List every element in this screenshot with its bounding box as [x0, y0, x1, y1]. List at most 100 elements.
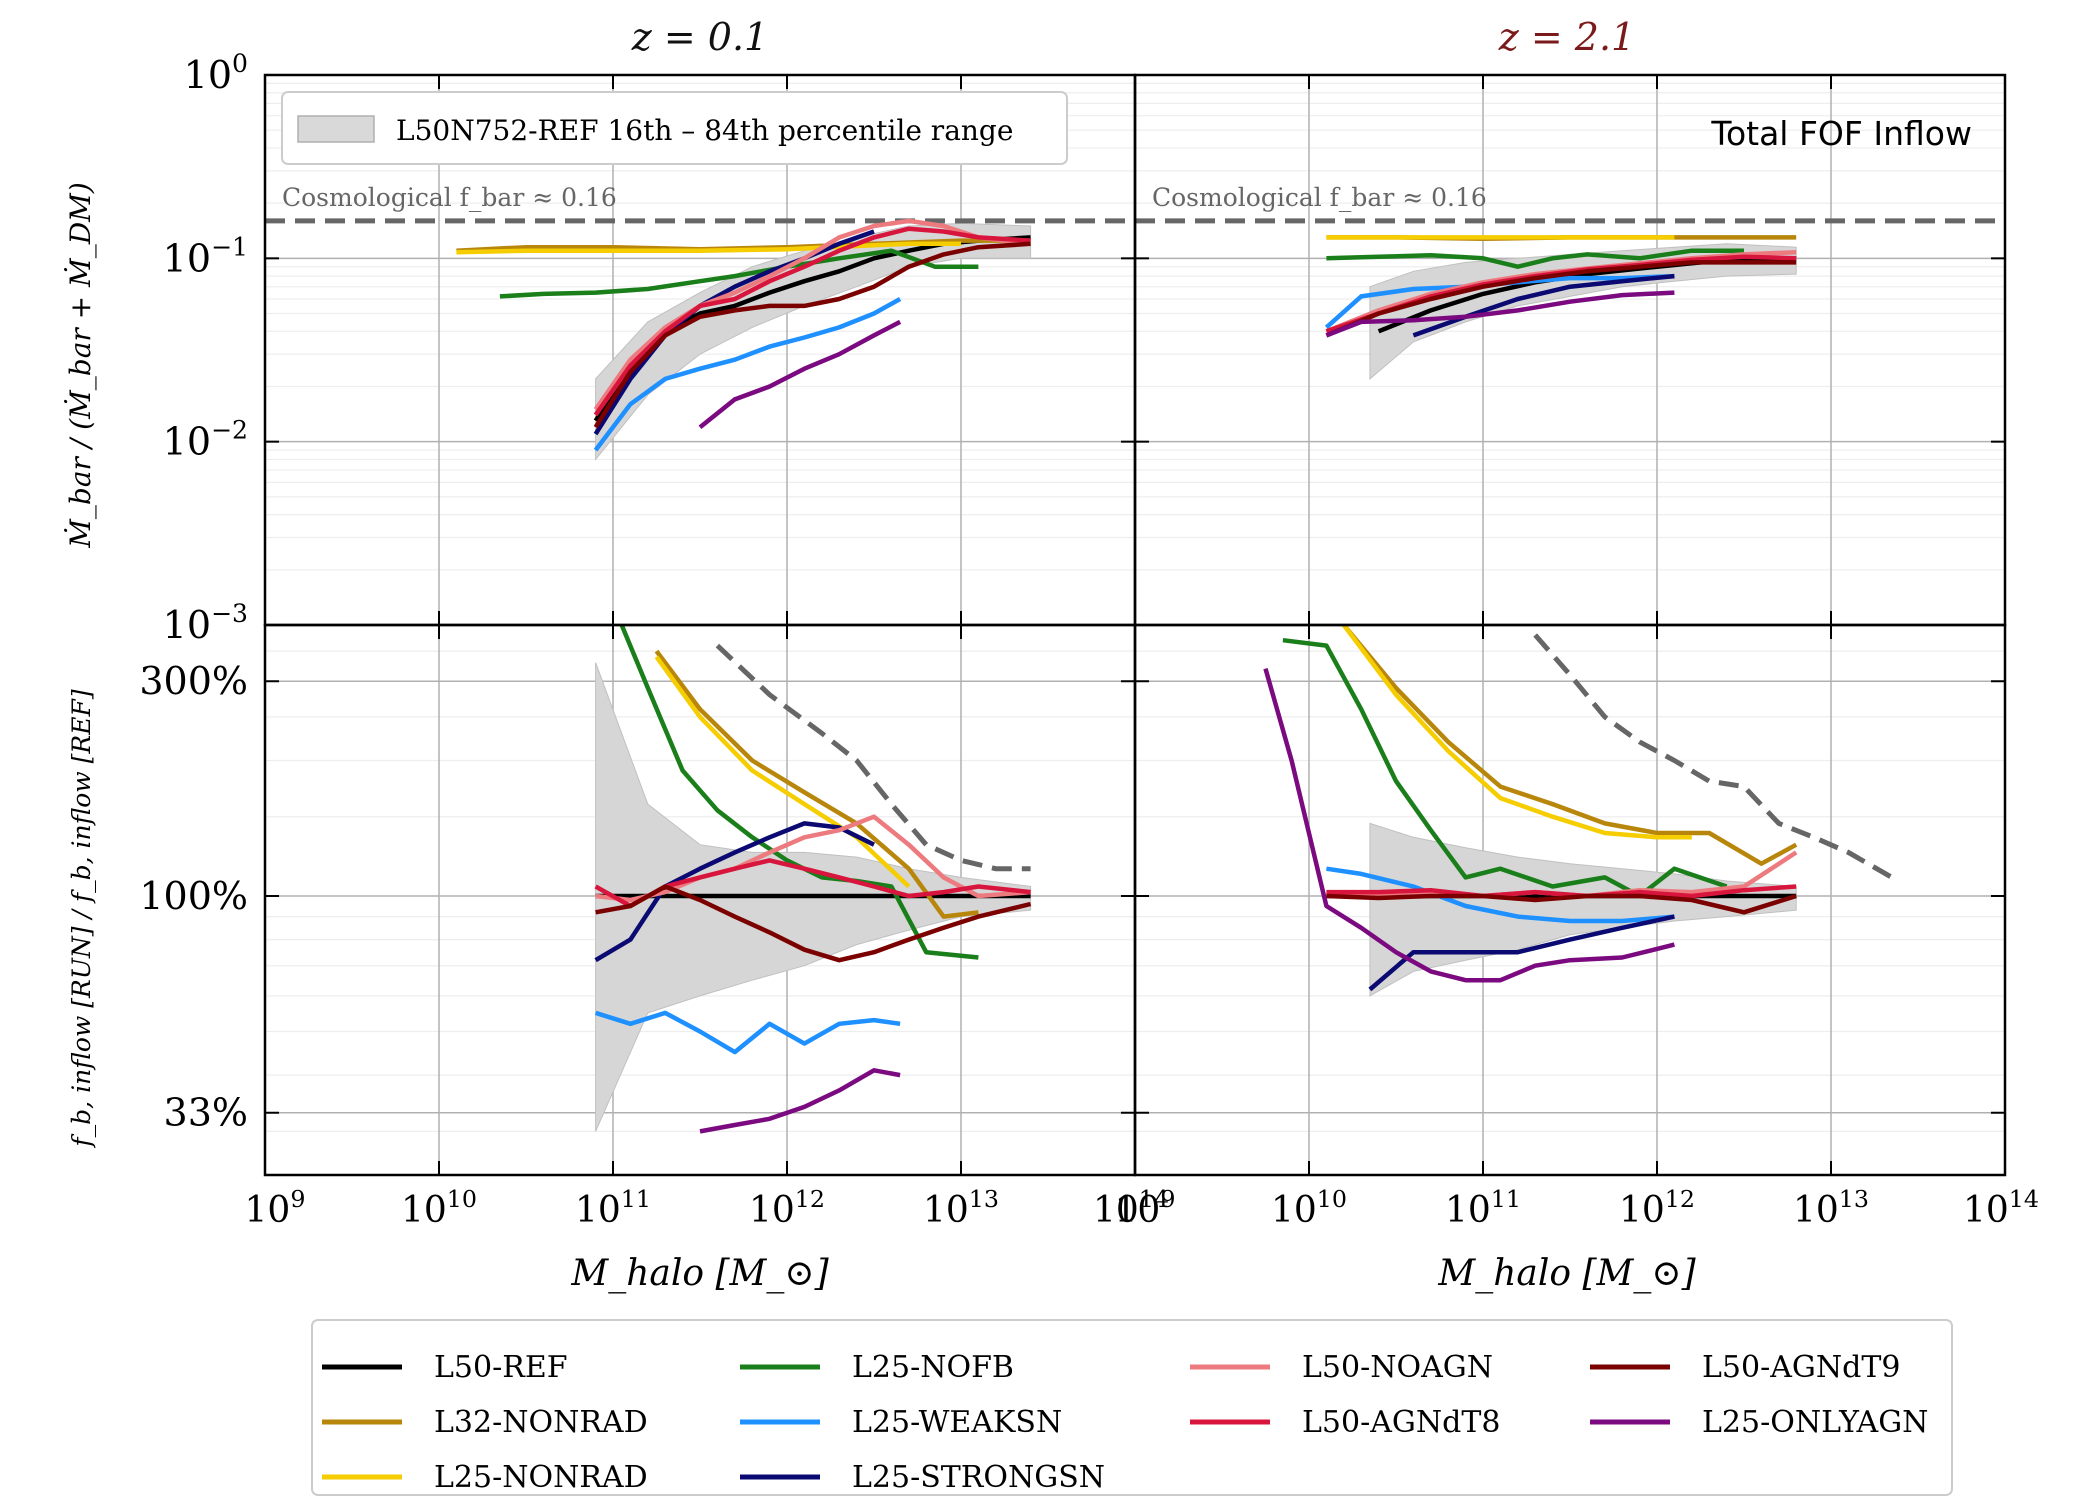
x-tick-label-exp: 9 [290, 1185, 305, 1213]
x-tick-label: 1014 [1093, 1185, 1169, 1231]
x-tick-label: 1010 [1271, 1185, 1347, 1231]
y-tick-label-top-exp: −2 [211, 416, 248, 445]
series-line-top-strongsn [593, 229, 875, 436]
legend-label-nonrad25: L25-NONRAD [434, 1460, 648, 1495]
legend-label-agndt8: L50-AGNdT8 [1302, 1405, 1500, 1440]
panel-title-left: z = 0.1 [631, 15, 768, 59]
cosmo-label-right: Cosmological f_bar ≈ 0.16 [1152, 183, 1487, 212]
y-tick-label-top-base: 10 [163, 236, 211, 280]
percentile-band-top [1369, 243, 1797, 380]
y-tick-label-top: 10−1 [163, 232, 248, 280]
x-tick-label-base: 10 [1093, 1190, 1139, 1231]
axes-frame-top [1133, 73, 2007, 627]
xlabel-left: M_halo [M_⊙] [570, 1253, 829, 1294]
band-legend-swatch [297, 115, 375, 143]
cosmo-label-left: Cosmological f_bar ≈ 0.16 [282, 183, 617, 212]
x-tick-label: 1012 [1619, 1185, 1695, 1231]
series-line-top-agndt9 [1325, 260, 1797, 338]
x-tick-label: 1010 [401, 1185, 477, 1231]
series-line-bottom-nonrad25 [1341, 625, 1692, 840]
x-tick-label-base: 10 [1793, 1190, 1839, 1231]
series-line-bottom-nonrad25 [654, 655, 911, 889]
x-tick-label-exp: 12 [795, 1185, 825, 1213]
y-tick-label-top-exp: −3 [211, 599, 248, 628]
legend-label-nonrad32: L32-NONRAD [434, 1405, 648, 1440]
series-legend-box [311, 1319, 1953, 1496]
x-tick-label-exp: 12 [1665, 1185, 1695, 1213]
x-tick-label: 1012 [749, 1185, 825, 1231]
legend-label-strongsn: L25-STRONGSN [852, 1460, 1105, 1495]
x-tick-label: 1011 [1445, 1185, 1521, 1231]
legend-label-noagn: L50-NOAGN [1302, 1350, 1493, 1385]
y-tick-label-top-base: 10 [163, 603, 211, 647]
series-line-bottom-weaksn [1326, 866, 1675, 924]
cosmological-ratio-line [1533, 633, 1894, 880]
x-tick-label: 1011 [575, 1185, 651, 1231]
y-tick-label-top: 10−2 [163, 416, 248, 464]
series-line-top-onlyagn [698, 319, 902, 429]
series-line-top-nofb [499, 248, 979, 299]
ylabel-bottom: f_b, inflow [RUN] / f_b, inflow [REF] [67, 689, 96, 1148]
legend-label-weaksn: L25-WEAKSN [852, 1405, 1062, 1440]
xlabel-right: M_halo [M_⊙] [1437, 1253, 1696, 1294]
x-tick-label-exp: 13 [969, 1185, 999, 1213]
series-line-top-nonrad25 [456, 241, 961, 255]
series-line-bottom-onlyagn [1263, 667, 1675, 983]
percentile-band-layer [595, 222, 1797, 1132]
panel-title-right: z = 2.1 [1498, 15, 1635, 59]
y-tick-label-top-exp: 0 [232, 49, 248, 78]
y-tick-label-bottom: 300% [139, 659, 248, 703]
x-tick-label-exp: 13 [1839, 1185, 1869, 1213]
ylabel-top: Ṁ_bar / (Ṁ_bar + Ṁ_DM) [64, 182, 97, 548]
x-tick-label: 1013 [1793, 1185, 1869, 1231]
legend-label-agndt9: L50-AGNdT9 [1702, 1350, 1900, 1385]
y-tick-label-top-exp: −1 [211, 232, 248, 261]
x-tick-label: 109 [245, 1185, 306, 1231]
y-tick-label-top-base: 10 [163, 420, 211, 464]
series-line-top-noagn [593, 218, 1031, 411]
band-legend-box [281, 91, 1068, 165]
band-legend-label: L50N752-REF 16th – 84th percentile range [396, 114, 1013, 147]
cosmological-ratio-line [715, 643, 1031, 872]
legend-label-nofb: L25-NOFB [852, 1350, 1014, 1385]
x-tick-label: 1014 [1963, 1185, 2039, 1231]
x-tick-label-exp: 14 [2009, 1185, 2039, 1213]
total-fof-inflow-annotation: Total FOF Inflow [1710, 114, 1972, 153]
x-tick-label-base: 10 [923, 1190, 969, 1231]
x-tick-label: 1013 [923, 1185, 999, 1231]
y-tick-label-bottom: 33% [164, 1091, 248, 1135]
x-tick-label-exp: 11 [621, 1185, 651, 1213]
x-tick-label-exp: 11 [1491, 1185, 1521, 1213]
y-tick-label-top-base: 10 [184, 53, 232, 97]
band-legend: L50N752-REF 16th – 84th percentile range [281, 91, 1068, 165]
x-tick-label-base: 10 [245, 1190, 291, 1231]
legend-label-ref: L50-REF [434, 1350, 568, 1385]
series-line-bottom-strongsn [594, 821, 875, 963]
x-tick-label-exp: 10 [1317, 1185, 1347, 1213]
x-tick-label-base: 10 [1619, 1190, 1665, 1231]
series-line-bottom-strongsn [1368, 914, 1675, 992]
series-line-bottom-nofb [619, 625, 979, 960]
x-tick-label-base: 10 [401, 1190, 447, 1231]
series-line-top-agndt8 [593, 226, 1031, 417]
series-line-top-agndt9 [593, 241, 1031, 429]
x-tick-label-base: 10 [1271, 1190, 1317, 1231]
series-line-bottom-noagn [595, 814, 1031, 903]
x-tick-label-base: 10 [1115, 1190, 1161, 1231]
series-line-bottom-nonrad32 [1342, 625, 1798, 866]
axes-frame-bottom [1133, 623, 2007, 1177]
x-tick-label-base: 10 [749, 1190, 795, 1231]
x-tick-label-exp: 14 [1139, 1185, 1169, 1213]
x-tick-label-base: 10 [575, 1190, 621, 1231]
y-tick-label-bottom: 100% [139, 874, 248, 918]
series-line-bottom-agndt8 [1326, 884, 1797, 899]
x-tick-label-base: 10 [1445, 1190, 1491, 1231]
series-line-top-strongsn [1412, 273, 1675, 338]
series-line-bottom-weaksn [594, 1010, 901, 1055]
y-tick-label-top: 100 [184, 49, 248, 97]
axes-frame-layer [263, 73, 2007, 1177]
legend-label-onlyagn: L25-ONLYAGN [1702, 1405, 1928, 1440]
series-line-top-nofb [1326, 248, 1744, 269]
series-legend: L50-REF L32-NONRAD L25-NONRAD L25-NOFB L25-W… [311, 1319, 1953, 1496]
